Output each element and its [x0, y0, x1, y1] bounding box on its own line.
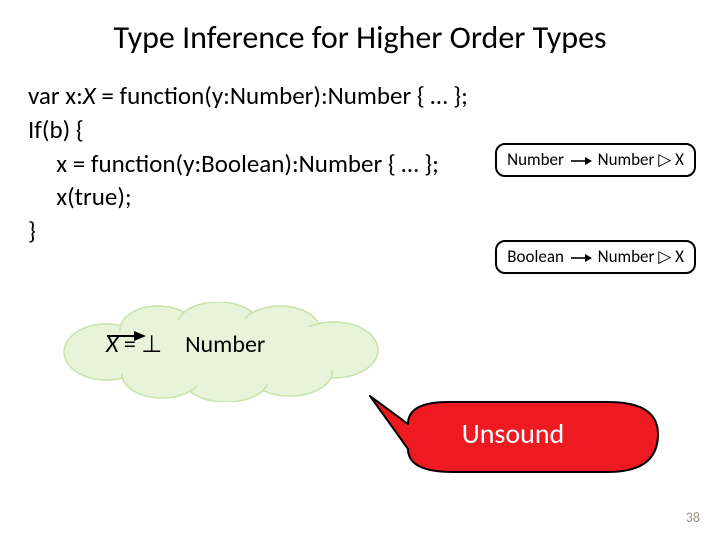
cloud-content: X = ⊥ Number	[106, 330, 265, 359]
code-line-1: var x:X = function(y:Number):Number { … …	[28, 79, 692, 113]
code-line-4: x(true);	[28, 180, 692, 214]
arrow-icon	[570, 150, 592, 171]
annot2-rhs: Number ▷	[598, 246, 676, 267]
annot1-lhs: Number	[507, 149, 564, 170]
arrow-icon	[570, 247, 592, 268]
thought-cloud: X = ⊥ Number	[58, 302, 388, 392]
unsound-label: Unsound	[358, 416, 668, 451]
annot2-lhs: Boolean	[507, 246, 564, 267]
code-l1b: = function(y:Number):Number { … };	[96, 80, 468, 111]
annotation-1: Number Number ▷ X	[495, 143, 696, 177]
page-number: 38	[686, 509, 700, 526]
code-l1a: var x:	[28, 80, 83, 111]
annot2-x: X	[675, 246, 684, 267]
annotation-2: Boolean Number ▷ X	[495, 240, 696, 274]
annot1-x: X	[675, 149, 684, 170]
slide-title: Type Inference for Higher Order Types	[28, 18, 692, 57]
code-l1x: X	[83, 80, 96, 111]
code-line-2: If(b) {	[28, 113, 692, 147]
unsound-callout: Unsound	[358, 394, 668, 480]
annot1-rhs: Number ▷	[598, 149, 676, 170]
cloud-rhs: Number	[185, 330, 265, 359]
